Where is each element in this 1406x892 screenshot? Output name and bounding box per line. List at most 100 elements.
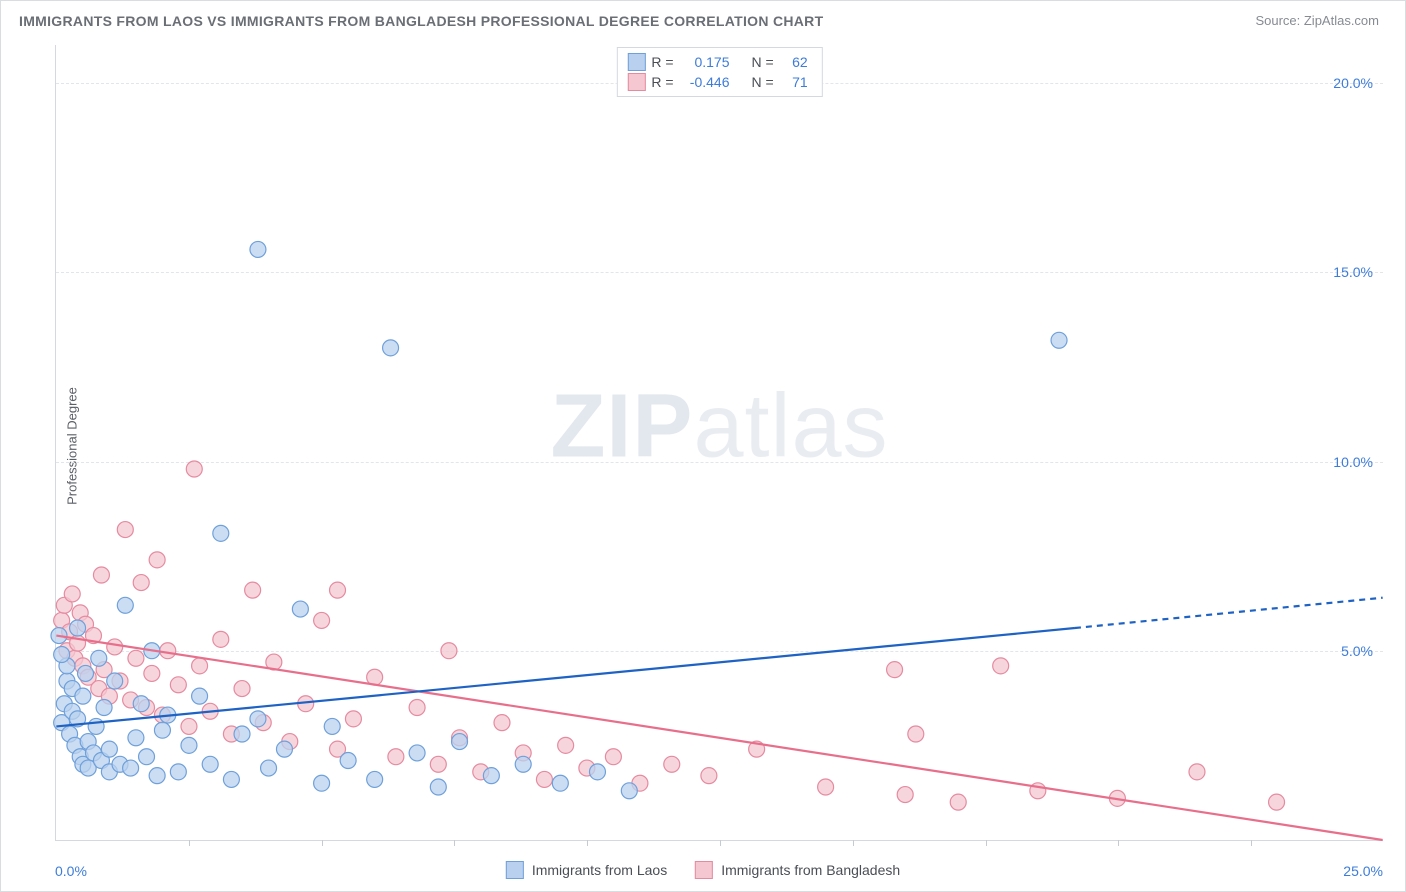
x-tick — [720, 840, 721, 846]
scatter-point-bangladesh — [160, 643, 176, 659]
source-label: Source: — [1255, 13, 1303, 28]
scatter-point-bangladesh — [144, 665, 160, 681]
scatter-point-bangladesh — [887, 662, 903, 678]
scatter-point-laos — [483, 768, 499, 784]
scatter-point-laos — [314, 775, 330, 791]
scatter-point-bangladesh — [133, 575, 149, 591]
scatter-point-bangladesh — [605, 749, 621, 765]
scatter-point-bangladesh — [409, 700, 425, 716]
scatter-point-laos — [139, 749, 155, 765]
scatter-point-bangladesh — [181, 718, 197, 734]
scatter-point-bangladesh — [234, 681, 250, 697]
trend-line-bangladesh — [56, 636, 1382, 840]
scatter-point-bangladesh — [701, 768, 717, 784]
scatter-point-laos — [261, 760, 277, 776]
x-axis-min-label: 0.0% — [55, 863, 87, 879]
scatter-point-bangladesh — [818, 779, 834, 795]
scatter-point-bangladesh — [430, 756, 446, 772]
scatter-point-laos — [181, 737, 197, 753]
scatter-point-bangladesh — [93, 567, 109, 583]
x-tick — [1251, 840, 1252, 846]
scatter-point-bangladesh — [117, 522, 133, 538]
scatter-point-laos — [292, 601, 308, 617]
series-legend: Immigrants from Laos Immigrants from Ban… — [506, 861, 900, 879]
x-tick — [986, 840, 987, 846]
scatter-point-laos — [276, 741, 292, 757]
scatter-point-bangladesh — [1189, 764, 1205, 780]
scatter-point-bangladesh — [128, 650, 144, 666]
x-tick — [587, 840, 588, 846]
scatter-point-laos — [367, 771, 383, 787]
x-tick — [322, 840, 323, 846]
scatter-point-bangladesh — [64, 586, 80, 602]
scatter-point-bangladesh — [388, 749, 404, 765]
legend-label-laos: Immigrants from Laos — [532, 862, 667, 878]
scatter-point-laos — [1051, 332, 1067, 348]
scatter-point-laos — [621, 783, 637, 799]
scatter-point-bangladesh — [441, 643, 457, 659]
scatter-point-laos — [430, 779, 446, 795]
scatter-point-bangladesh — [558, 737, 574, 753]
scatter-point-bangladesh — [950, 794, 966, 810]
scatter-point-bangladesh — [897, 787, 913, 803]
trend-line-ext-laos — [1075, 598, 1383, 628]
scatter-point-laos — [340, 753, 356, 769]
scatter-point-laos — [88, 718, 104, 734]
scatter-point-laos — [107, 673, 123, 689]
legend-swatch-laos — [506, 861, 524, 879]
scatter-point-bangladesh — [314, 612, 330, 628]
scatter-point-laos — [154, 722, 170, 738]
scatter-point-laos — [78, 665, 94, 681]
scatter-point-bangladesh — [149, 552, 165, 568]
scatter-point-bangladesh — [494, 715, 510, 731]
source-name: ZipAtlas.com — [1304, 13, 1379, 28]
scatter-point-laos — [250, 241, 266, 257]
scatter-point-laos — [324, 718, 340, 734]
scatter-point-bangladesh — [186, 461, 202, 477]
scatter-point-laos — [223, 771, 239, 787]
scatter-point-bangladesh — [536, 771, 552, 787]
scatter-point-laos — [133, 696, 149, 712]
scatter-point-bangladesh — [107, 639, 123, 655]
scatter-point-bangladesh — [330, 582, 346, 598]
x-axis-max-label: 25.0% — [1343, 863, 1383, 879]
legend-item-laos: Immigrants from Laos — [506, 861, 667, 879]
scatter-point-laos — [54, 647, 70, 663]
scatter-point-laos — [192, 688, 208, 704]
scatter-point-laos — [552, 775, 568, 791]
scatter-point-laos — [149, 768, 165, 784]
scatter-point-bangladesh — [664, 756, 680, 772]
scatter-point-bangladesh — [908, 726, 924, 742]
scatter-point-laos — [515, 756, 531, 772]
scatter-point-laos — [128, 730, 144, 746]
legend-item-bangladesh: Immigrants from Bangladesh — [695, 861, 900, 879]
legend-label-bangladesh: Immigrants from Bangladesh — [721, 862, 900, 878]
legend-swatch-bangladesh — [695, 861, 713, 879]
scatter-point-laos — [101, 741, 117, 757]
scatter-point-bangladesh — [170, 677, 186, 693]
scatter-point-laos — [213, 525, 229, 541]
scatter-point-laos — [452, 734, 468, 750]
x-tick — [853, 840, 854, 846]
scatter-point-laos — [383, 340, 399, 356]
x-tick — [189, 840, 190, 846]
chart-title: IMMIGRANTS FROM LAOS VS IMMIGRANTS FROM … — [19, 13, 823, 29]
scatter-point-laos — [234, 726, 250, 742]
scatter-point-laos — [117, 597, 133, 613]
scatter-point-bangladesh — [1269, 794, 1285, 810]
scatter-point-laos — [123, 760, 139, 776]
scatter-point-laos — [589, 764, 605, 780]
scatter-point-laos — [91, 650, 107, 666]
scatter-svg-layer — [56, 45, 1383, 840]
x-tick — [1118, 840, 1119, 846]
scatter-point-bangladesh — [192, 658, 208, 674]
scatter-point-laos — [96, 700, 112, 716]
x-tick — [454, 840, 455, 846]
scatter-point-bangladesh — [245, 582, 261, 598]
scatter-point-bangladesh — [345, 711, 361, 727]
scatter-point-laos — [170, 764, 186, 780]
source-attribution: Source: ZipAtlas.com — [1255, 13, 1379, 28]
scatter-point-laos — [250, 711, 266, 727]
scatter-point-laos — [70, 620, 86, 636]
chart-container: IMMIGRANTS FROM LAOS VS IMMIGRANTS FROM … — [0, 0, 1406, 892]
